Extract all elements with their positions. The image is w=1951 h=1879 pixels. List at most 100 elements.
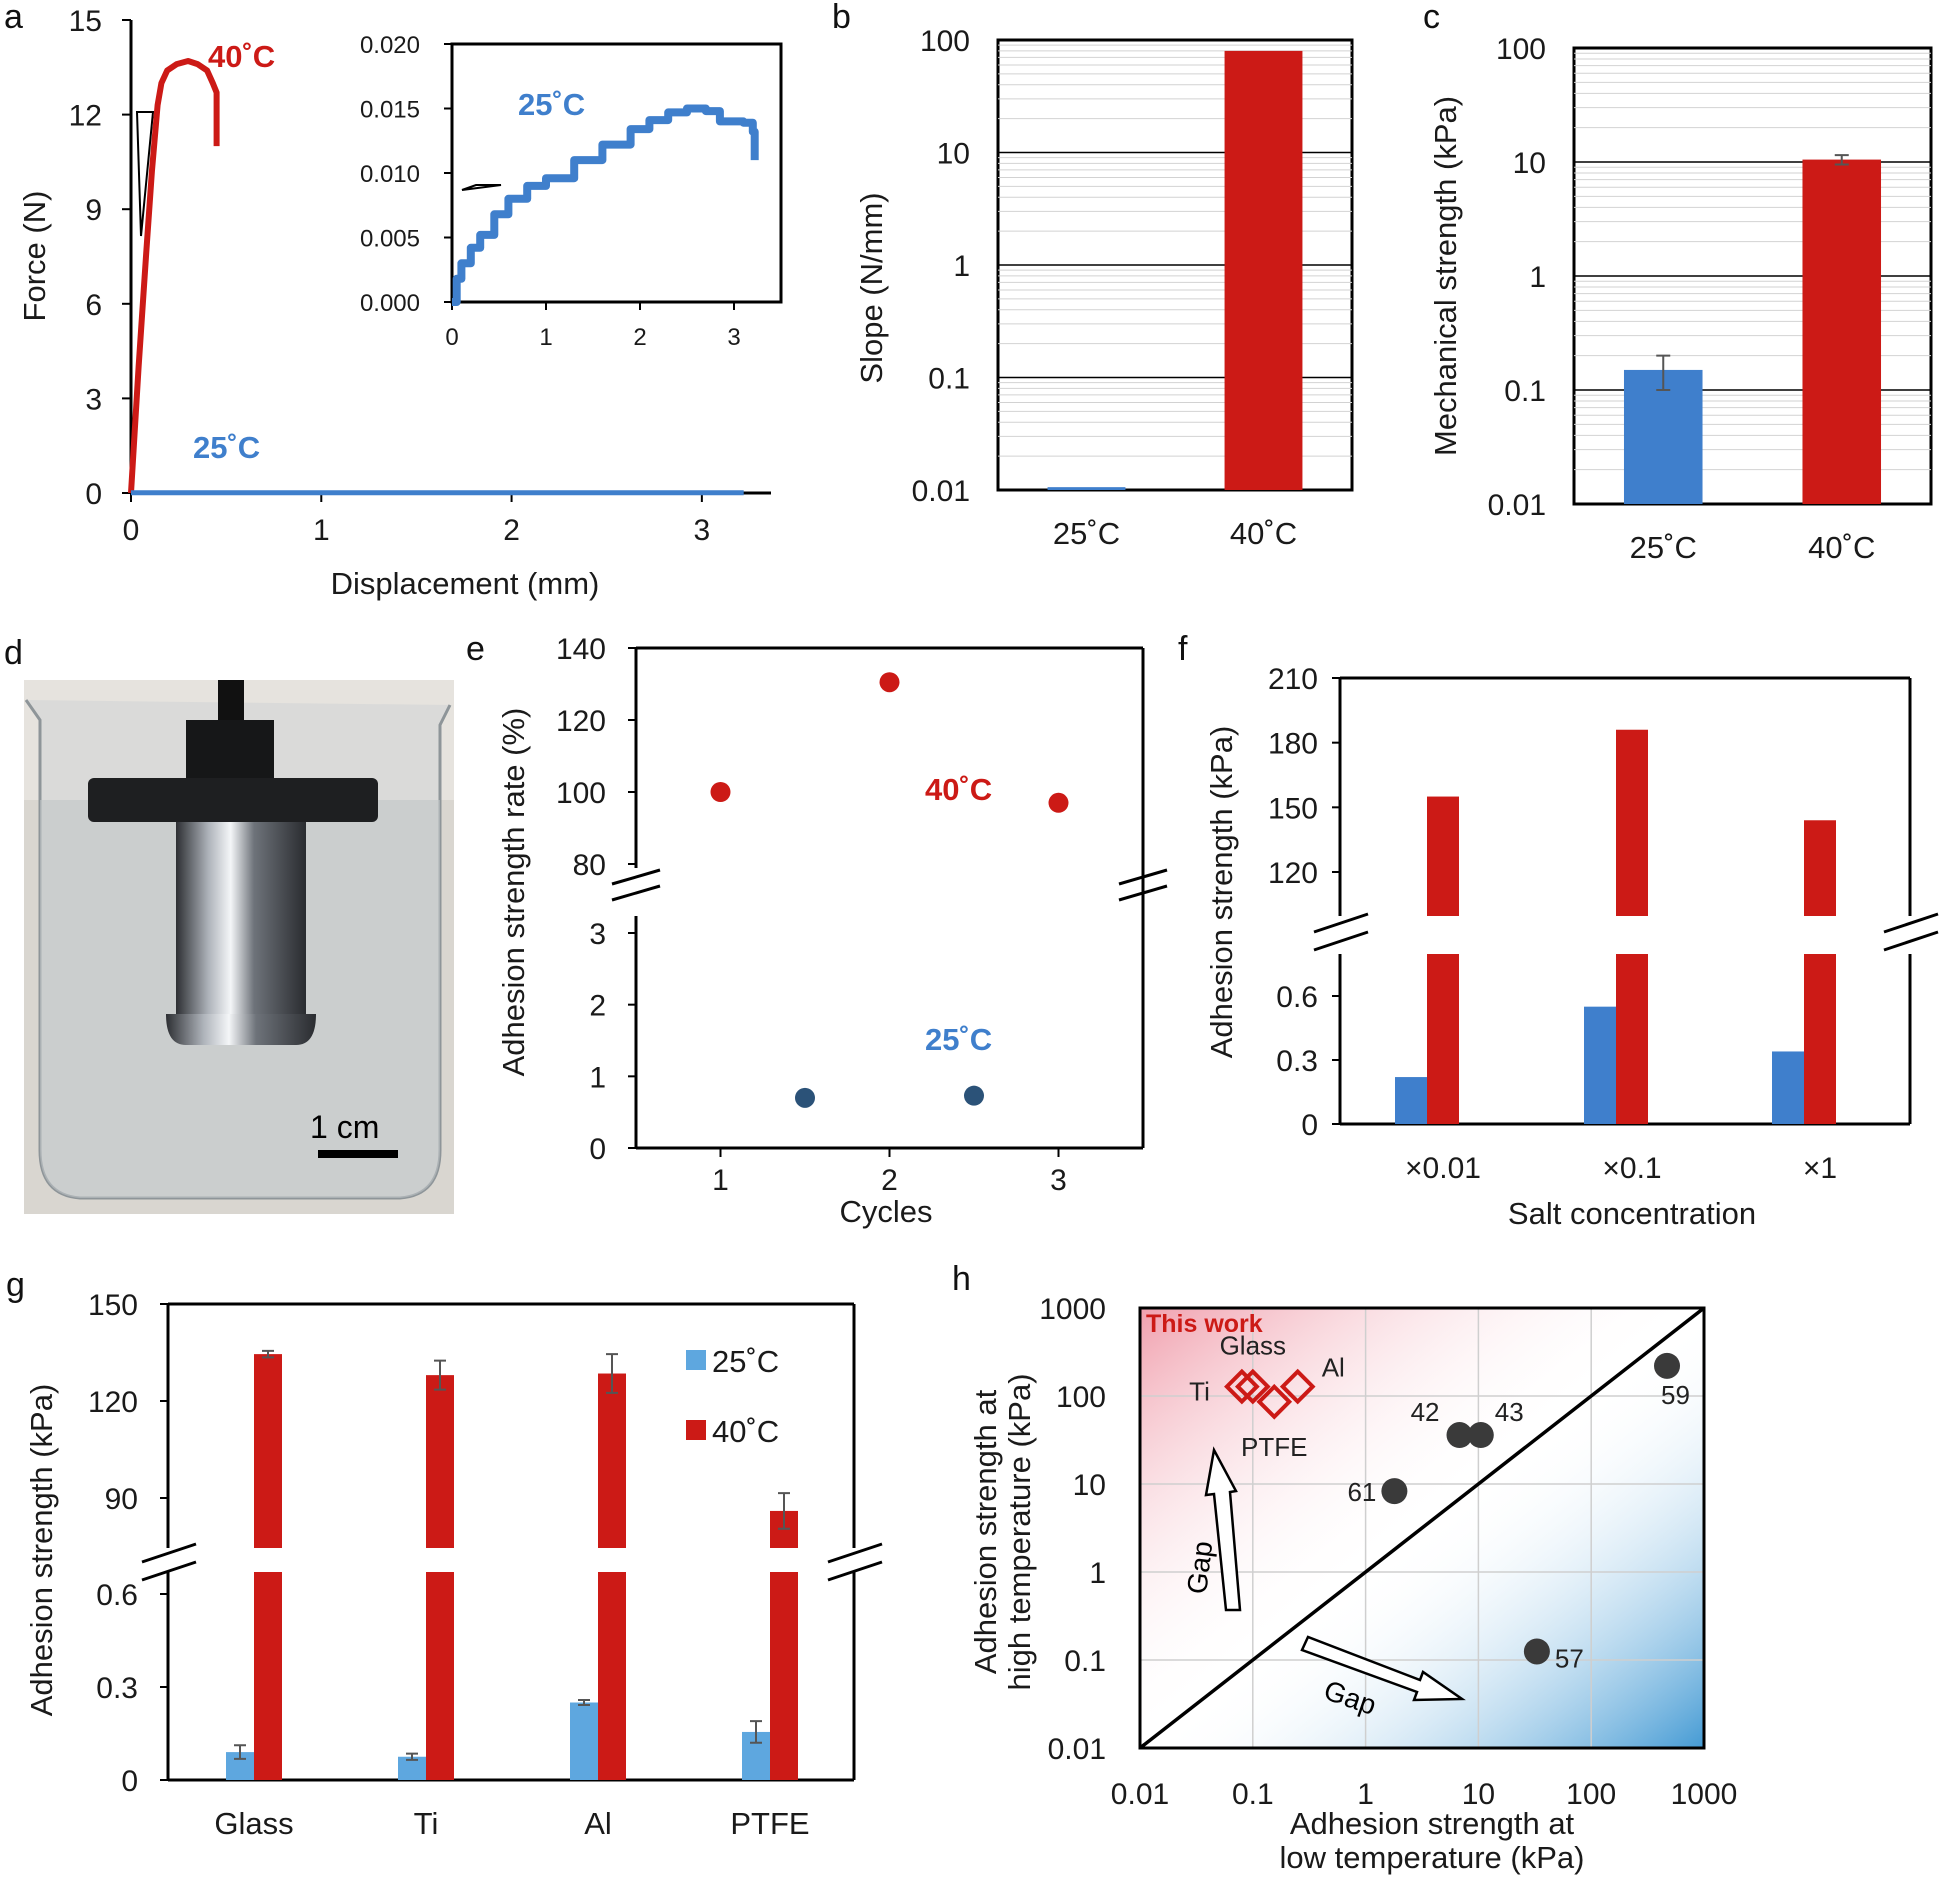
e-x-tick-label: 2 [881, 1164, 898, 1197]
e-x-tick-label: 3 [1050, 1164, 1067, 1197]
h-this-work-marker [1256, 1383, 1293, 1420]
g-bar-40c-lower [426, 1572, 454, 1780]
f-bar-40c-lower [1804, 954, 1836, 1124]
b-y-tick-label: 0.1 [928, 363, 970, 396]
f-axis-break-right [1883, 912, 1939, 952]
h-y-tick-label: 0.1 [1064, 1645, 1106, 1678]
f-bar-40c-upper [1616, 729, 1648, 916]
c-y-tick-label: 100 [1496, 33, 1546, 66]
h-y-label-line2: high temperature (kPa) [1002, 1373, 1037, 1690]
g-error-bar-25c [234, 1744, 246, 1760]
c-x-category-label: 40˚C [1808, 530, 1875, 565]
h-this-work-marker [1234, 1368, 1271, 1405]
g-x-category-label: Glass [214, 1806, 293, 1841]
h-x-tick-label: 10 [1462, 1778, 1495, 1811]
cylinder-base [166, 1014, 316, 1045]
panel-d-photo: 1 cm [24, 680, 454, 1214]
a-slope-triangle [135, 111, 155, 237]
rod [218, 680, 244, 720]
panel-label-h: h [952, 1260, 971, 1298]
a-x-tick-label: 3 [694, 514, 711, 547]
f-y-tick-label: 0 [1301, 1109, 1318, 1142]
scale-bar-label: 1 cm [310, 1109, 379, 1145]
f-bar-40c-upper [1804, 820, 1836, 916]
panel-g-substrates: Adhesion strength (kPa) 25˚C 40˚C 90 120 1… [24, 1289, 883, 1841]
e-label-40c: 40˚C [925, 772, 992, 807]
b-x-category-label: 25˚C [1053, 516, 1120, 551]
e-y-tick-label: 0 [589, 1133, 606, 1166]
b-marks: 0.01 0.1 1 10 100 25˚C 40˚C [912, 25, 1352, 551]
b-y-label: Slope (N/mm) [854, 192, 889, 383]
g-y-tick-label: 150 [88, 1289, 138, 1322]
c-bar-25c [1623, 369, 1703, 504]
a-inset-x-tick-label: 1 [539, 324, 552, 351]
b-y-tick-label: 1 [953, 250, 970, 283]
g-error-bar-40c [606, 1353, 618, 1394]
h-y-label-line1: Adhesion strength at [968, 1389, 1003, 1674]
c-error-bar [1834, 154, 1849, 166]
panel-c-mechanical-strength-bars: Mechanical strength (kPa) 0.01 0.1 1 10 100 2… [1428, 33, 1933, 565]
h-y-tick-label: 10 [1073, 1469, 1106, 1502]
a-y-tick-label: 0 [85, 478, 102, 511]
h-gap-arrow-up [1204, 1446, 1242, 1612]
panel-labels: a b c d e f g h [4, 0, 1440, 1304]
g-y-tick-label: 120 [88, 1386, 138, 1419]
g-y-tick-label: 90 [105, 1483, 138, 1516]
b-y-tick-label: 0.01 [912, 475, 970, 508]
g-legend-swatch-25c [686, 1350, 706, 1370]
b-y-tick-label: 10 [937, 138, 970, 171]
a-inset-y-tick-label: 0.000 [360, 290, 420, 317]
panel-label-a: a [4, 0, 23, 36]
h-reference-point [1523, 1638, 1550, 1665]
h-reference-label: 42 [1411, 1397, 1440, 1427]
f-y-tick-label: 0.3 [1276, 1045, 1318, 1078]
a-series-40c-line [128, 58, 220, 494]
f-x-category-label: ×0.1 [1602, 1152, 1661, 1185]
panel-h-comparison: This work Gap Gap 0.010.010.10.111101010… [968, 1293, 1737, 1875]
h-plot-frame [1138, 1306, 1706, 1750]
h-x-tick-label: 100 [1566, 1778, 1616, 1811]
panel-b-slope-bars: Slope (N/mm) 0.01 0.1 1 10 100 25˚C 40˚C [854, 25, 1354, 551]
panel-a-force-displacement: Force (N) Displacement (mm) 40˚C 25˚C 0 1… [17, 5, 783, 601]
a-inset-y-tick-label: 0.015 [360, 97, 420, 124]
g-x-category-label: Al [584, 1806, 612, 1841]
h-gap-label-up: Gap [1181, 1539, 1218, 1595]
g-error-bar-40c [262, 1349, 274, 1359]
b-x-category-label: 40˚C [1230, 516, 1297, 551]
g-x-category-label: PTFE [730, 1806, 809, 1841]
h-reference-label: 61 [1347, 1477, 1376, 1507]
c-y-label: Mechanical strength (kPa) [1428, 96, 1463, 456]
panel-label-b: b [832, 0, 851, 36]
g-error-bar-25c [578, 1699, 590, 1706]
a-inset-y-tick-label: 0.010 [360, 161, 420, 188]
a-label-25c: 25˚C [193, 430, 260, 465]
h-x-tick-label: 1 [1357, 1778, 1374, 1811]
e-x-tick-label: 1 [712, 1164, 729, 1197]
b-bar-25c [1047, 487, 1126, 490]
a-y-tick-label: 12 [69, 100, 102, 133]
g-error-bar-40c [434, 1359, 446, 1391]
f-y-tick-label: 0.6 [1276, 981, 1318, 1014]
g-bar-40c-upper [254, 1354, 282, 1548]
e-point-25c [964, 1085, 984, 1106]
a-inset-series-25c-line [452, 104, 759, 306]
e-y-tick-label: 140 [556, 633, 606, 666]
e-y-label: Adhesion strength rate (%) [496, 708, 531, 1077]
h-this-work-point-label: PTFE [1241, 1432, 1307, 1462]
h-x-tick-label: 0.01 [1111, 1778, 1169, 1811]
h-x-tick-label: 0.1 [1232, 1778, 1274, 1811]
h-this-work-point-label: Glass [1220, 1331, 1286, 1361]
a-inset-y-tick-label: 0.020 [360, 32, 420, 59]
f-y-tick-label: 150 [1268, 792, 1318, 825]
a-label-40c: 40˚C [208, 39, 275, 74]
g-legend-label-40c: 40˚C [712, 1414, 779, 1449]
g-x-category-label: Ti [414, 1806, 439, 1841]
e-y-tick-label: 3 [589, 918, 606, 951]
e-point-25c [795, 1087, 815, 1108]
e-point-40c [1048, 792, 1069, 813]
a-y-label: Force (N) [17, 191, 52, 322]
e-y-tick-label: 100 [556, 777, 606, 810]
panel-label-e: e [466, 630, 485, 668]
h-reference-point [1467, 1422, 1494, 1449]
